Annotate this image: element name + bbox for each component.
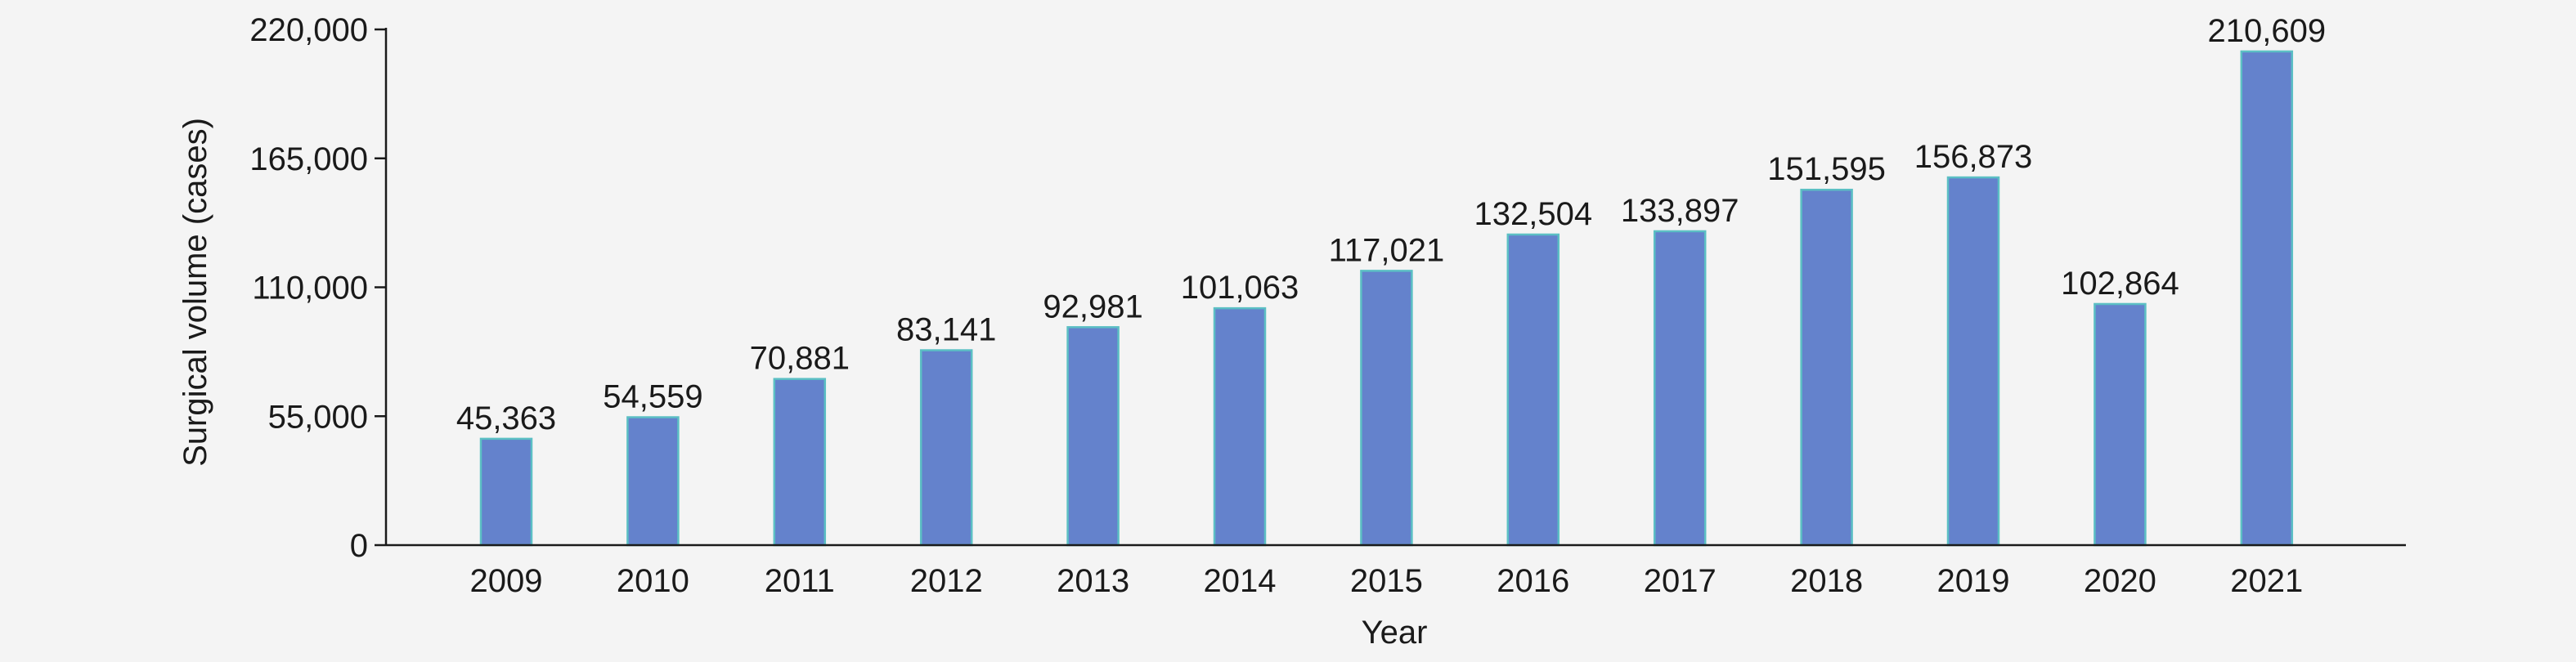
bar	[919, 349, 973, 547]
bar-data-label: 83,141	[896, 312, 996, 348]
bar	[1360, 270, 1413, 547]
x-tick-label: 2014	[1204, 563, 1277, 599]
x-tick-label: 2018	[1790, 563, 1863, 599]
x-axis-title: Year	[1362, 615, 1428, 651]
bar-data-label: 92,981	[1043, 289, 1142, 324]
x-tick-label: 2009	[470, 563, 543, 599]
bar	[773, 378, 827, 547]
bar-data-label: 210,609	[2208, 13, 2327, 49]
bar	[2240, 50, 2294, 547]
bar	[1213, 306, 1267, 547]
bar	[1946, 176, 2000, 547]
bar-data-label: 151,595	[1767, 151, 1886, 187]
bar-data-label: 102,864	[2061, 266, 2179, 302]
bar-data-label: 133,897	[1621, 193, 1739, 229]
y-axis-title: Surgical volume (cases)	[177, 118, 213, 467]
x-tick-label: 2020	[2084, 563, 2156, 599]
x-tick-label: 2021	[2230, 563, 2303, 599]
bar	[2094, 302, 2147, 547]
x-tick-label: 2013	[1057, 563, 1129, 599]
x-ticks-layer: 2009 2010 2011 2012 2013 2014 2015 2016 2017 2018…	[470, 563, 2304, 599]
bar	[1800, 188, 1853, 547]
bar	[1653, 230, 1707, 547]
bar	[626, 416, 680, 547]
y-tick-label: 55,000	[268, 399, 368, 435]
x-tick-label: 2017	[1644, 563, 1717, 599]
x-tick-label: 2015	[1350, 563, 1423, 599]
data-labels-layer: 45,363 54,559 70,881 83,141 92,981 101,063 117…	[456, 13, 2326, 436]
y-tick-label: 110,000	[252, 271, 368, 306]
bar-data-label: 156,873	[1914, 139, 2033, 175]
bar-data-label: 101,063	[1181, 270, 1299, 306]
bar	[1066, 326, 1120, 547]
x-tick-label: 2010	[617, 563, 689, 599]
y-ticks-layer: 0 55,000 110,000 165,000 220,000	[249, 12, 386, 564]
y-tick-label: 0	[350, 528, 368, 564]
bar-data-label: 54,559	[603, 379, 702, 415]
bar-data-label: 117,021	[1329, 232, 1445, 268]
y-tick-label: 165,000	[249, 141, 368, 177]
x-tick-label: 2012	[910, 563, 983, 599]
x-tick-label: 2011	[765, 563, 835, 599]
x-tick-label: 2016	[1497, 563, 1569, 599]
bars-layer	[479, 50, 2294, 547]
bar-data-label: 70,881	[750, 341, 850, 377]
y-tick-label: 220,000	[249, 12, 368, 48]
x-tick-label: 2019	[1937, 563, 2010, 599]
bar-data-label: 132,504	[1474, 196, 1593, 232]
bar	[479, 437, 533, 547]
bar-data-label: 45,363	[456, 400, 556, 436]
bar	[1506, 233, 1560, 547]
